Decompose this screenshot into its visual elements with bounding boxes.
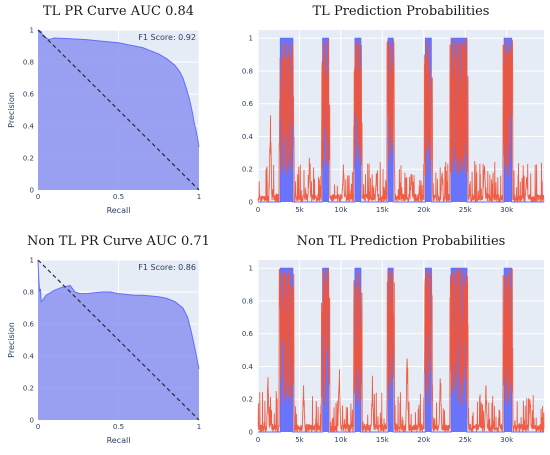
label-series-line bbox=[258, 267, 544, 433]
x-tick-label: 25k bbox=[459, 436, 473, 444]
chart-title: Non TL PR Curve AUC 0.71 bbox=[27, 234, 210, 249]
y-axis-label: Precision bbox=[7, 92, 16, 128]
x-tick-label: 0 bbox=[256, 206, 260, 214]
x-tick-label: 0.5 bbox=[113, 193, 124, 201]
y-tick-label: 0 bbox=[30, 187, 34, 195]
x-axis-label: Recall bbox=[107, 206, 131, 215]
baseline-diagonal bbox=[37, 29, 200, 191]
prediction-series-line bbox=[257, 38, 545, 204]
y-tick-label: 0 bbox=[249, 429, 253, 437]
y-tick-label: 0.6 bbox=[242, 100, 254, 108]
x-tick-label: 5k bbox=[295, 206, 304, 214]
y-tick-label: 0.8 bbox=[242, 297, 253, 305]
y-tick-label: 0.4 bbox=[242, 363, 254, 371]
y-tick-label: 0.6 bbox=[23, 91, 35, 99]
x-tick-label: 0 bbox=[36, 193, 40, 201]
x-tick-label: 0 bbox=[256, 436, 260, 444]
y-tick-label: 0.4 bbox=[23, 353, 35, 361]
baseline-diagonal bbox=[37, 259, 200, 421]
y-tick-label: 0.6 bbox=[23, 321, 35, 329]
y-tick-label: 0.8 bbox=[23, 59, 34, 67]
x-tick-label: 5k bbox=[295, 436, 304, 444]
x-tick-label: 15k bbox=[376, 436, 390, 444]
y-tick-label: 0.2 bbox=[242, 396, 253, 404]
x-tick-label: 0 bbox=[36, 423, 40, 431]
chart-3: Non TL PR Curve AUC 0.71 0 0.5 1 0 0.2 0.4 0.6 0… bbox=[7, 234, 210, 445]
y-tick-label: 0 bbox=[30, 417, 34, 425]
y-tick-label: 0.4 bbox=[23, 123, 35, 131]
y-tick-label: 1 bbox=[249, 35, 253, 43]
y-tick-label: 0.8 bbox=[242, 67, 253, 75]
y-tick-label: 0.2 bbox=[242, 166, 253, 174]
chart-title: TL Prediction Probabilities bbox=[313, 4, 490, 19]
x-tick-label: 1 bbox=[197, 423, 201, 431]
y-tick-label: 0.4 bbox=[242, 133, 254, 141]
x-tick-label: 0.5 bbox=[113, 423, 124, 431]
y-tick-label: 0.2 bbox=[23, 155, 34, 163]
x-tick-label: 15k bbox=[376, 206, 390, 214]
label-interval-block bbox=[388, 268, 394, 432]
prediction-series-line bbox=[257, 268, 545, 434]
x-tick-label: 30k bbox=[500, 206, 514, 214]
x-tick-label: 30k bbox=[500, 436, 514, 444]
x-tick-label: 1 bbox=[197, 193, 201, 201]
y-axis-label: Precision bbox=[7, 322, 16, 358]
chart-4: Non TL Prediction Probabilities 0 5k 10k 15k… bbox=[242, 234, 545, 444]
y-tick-label: 0 bbox=[249, 199, 253, 207]
y-tick-label: 1 bbox=[30, 27, 34, 35]
x-tick-label: 20k bbox=[417, 206, 431, 214]
y-tick-label: 0.6 bbox=[242, 330, 254, 338]
pr-curve-line bbox=[37, 259, 200, 369]
x-axis-label: Recall bbox=[107, 436, 131, 445]
x-tick-label: 20k bbox=[417, 436, 431, 444]
x-tick-label: 25k bbox=[459, 206, 473, 214]
chart-2: TL Prediction Probabilities 0 5k 10k 15k 20k 2… bbox=[242, 4, 545, 214]
x-tick-label: 10k bbox=[334, 206, 348, 214]
y-tick-label: 0.8 bbox=[23, 289, 34, 297]
y-tick-label: 1 bbox=[249, 265, 253, 273]
chart-1: TL PR Curve AUC 0.84 0 0.5 1 0 0.2 0.4 0.6 0.8 1 F… bbox=[7, 4, 201, 215]
y-tick-label: 1 bbox=[30, 257, 34, 265]
f1-score-annotation: F1 Score: 0.92 bbox=[138, 33, 196, 42]
f1-score-annotation: F1 Score: 0.86 bbox=[138, 263, 196, 272]
x-tick-label: 10k bbox=[334, 436, 348, 444]
pr-curve-line bbox=[37, 29, 200, 147]
chart-title: TL PR Curve AUC 0.84 bbox=[43, 4, 194, 19]
y-tick-label: 0.2 bbox=[23, 385, 34, 393]
chart-title: Non TL Prediction Probabilities bbox=[297, 234, 506, 249]
